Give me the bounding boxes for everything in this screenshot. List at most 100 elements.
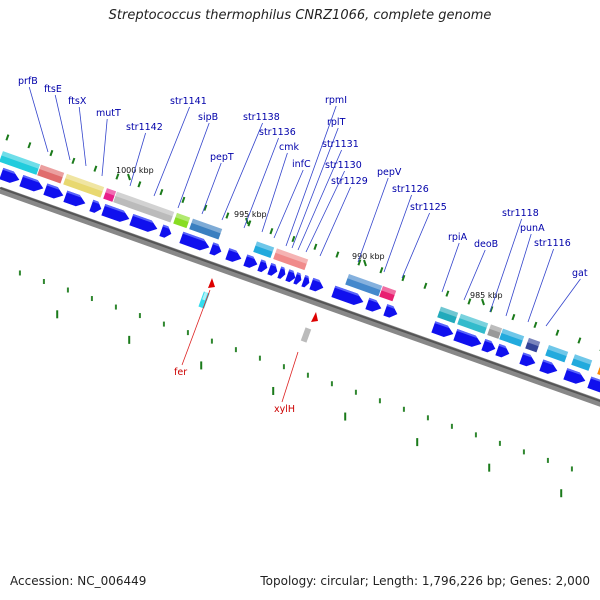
cds-arrow-17 <box>301 275 310 288</box>
gene-label-gat: gat <box>572 268 588 279</box>
color-box-14 <box>498 327 526 348</box>
leader-line <box>243 137 279 229</box>
cds-arrow-shine <box>66 190 82 198</box>
inner-major-tick <box>488 463 491 472</box>
cds-arrow-body <box>587 376 600 393</box>
scale-label: 985 kbp <box>470 291 503 300</box>
cds-arrow-29 <box>587 376 600 393</box>
inner-tick <box>282 364 285 370</box>
inner-tick <box>258 355 261 361</box>
outer-tick <box>313 243 318 250</box>
cds-arrow-shine <box>228 248 238 254</box>
cds-arrow-shine <box>288 269 295 274</box>
inner-tick <box>546 457 549 463</box>
color-box-8 <box>272 247 310 272</box>
outer-tick <box>27 142 32 149</box>
scale-tick <box>481 298 485 306</box>
cds-arrow-body <box>301 275 310 288</box>
gene-label-str1142: str1142 <box>126 122 163 133</box>
color-box-fill <box>112 190 176 224</box>
gene-label-mutT: mutT <box>96 108 121 119</box>
outer-tick <box>5 134 10 141</box>
color-box-shine <box>459 313 489 328</box>
cds-arrow-25 <box>495 343 510 358</box>
leader-line <box>291 127 339 249</box>
color-box-shine <box>439 306 459 318</box>
cds-arrow-body <box>225 248 242 262</box>
inner-tick <box>522 449 525 455</box>
inner-tick <box>354 389 357 395</box>
inner-leader-line <box>181 289 211 366</box>
color-box-9 <box>344 272 384 298</box>
outer-tick <box>533 321 538 329</box>
cds-arrow-body <box>63 190 86 207</box>
cds-arrow-0 <box>0 167 20 183</box>
cds-arrow-7 <box>159 224 172 238</box>
gene-label-str1126: str1126 <box>392 184 429 195</box>
cds-arrow-shine <box>368 297 378 303</box>
cds-arrow-shine <box>296 272 302 276</box>
cds-arrow-shine <box>212 242 220 247</box>
cds-arrow-3 <box>63 190 86 207</box>
scale-label: 990 kbp <box>352 252 385 261</box>
cds-arrow-26 <box>519 352 536 367</box>
scale-label: 995 kbp <box>234 210 267 219</box>
color-box-1 <box>36 163 66 185</box>
leader-line <box>101 118 108 177</box>
outer-tick <box>269 228 274 235</box>
accession-text: Accession: NC_006449 <box>10 574 147 588</box>
backbone <box>0 186 600 407</box>
topology-text: Topology: circular; Length: 1,796,226 bp… <box>260 574 590 588</box>
gene-label-rplT: rplT <box>327 117 346 128</box>
inner-tick <box>90 296 93 302</box>
cds-arrow-body <box>19 174 44 192</box>
backbone-line <box>0 186 600 407</box>
inner-label-xylH: xylH <box>274 404 295 415</box>
color-box-shine <box>39 164 65 178</box>
cds-arrow-shine <box>522 352 532 358</box>
cds-arrow-body <box>519 352 536 367</box>
cds-arrow-19 <box>331 285 364 305</box>
inner-tick <box>114 304 117 310</box>
cds-arrow-6 <box>129 213 158 232</box>
outer-tick <box>511 313 516 321</box>
inner-label-fer: fer <box>174 367 187 378</box>
color-box-shine <box>489 323 503 333</box>
inner-tick <box>162 321 165 327</box>
gene-label-ftsX: ftsX <box>68 96 87 107</box>
color-box-5 <box>172 211 192 230</box>
cds-arrow-23 <box>453 329 482 347</box>
outer-tick <box>181 196 186 204</box>
inner-tick <box>234 347 237 353</box>
gene-label-str1141: str1141 <box>170 96 207 107</box>
leader-line <box>28 86 49 153</box>
inner-tick <box>498 440 501 446</box>
leader-line <box>261 152 288 233</box>
color-box-shine <box>573 353 593 365</box>
inner-major-tick <box>272 386 275 395</box>
fer-feature-shine <box>202 291 208 301</box>
leader-line <box>201 162 222 215</box>
color-box-shine <box>381 285 397 296</box>
color-box-11 <box>436 305 460 325</box>
cds-arrow-body <box>101 204 130 222</box>
outer-tick <box>379 267 384 274</box>
cds-arrow-16 <box>293 272 302 285</box>
leader-line <box>441 242 460 293</box>
cds-arrow-11 <box>243 254 258 268</box>
scale-tick <box>127 173 131 181</box>
color-box-fill <box>524 336 542 354</box>
outer-tick <box>247 220 252 227</box>
color-box-shine <box>527 337 541 347</box>
outer-tick <box>93 165 98 172</box>
inner-tick <box>450 423 453 429</box>
outer-tick <box>137 181 142 188</box>
leader-line <box>78 106 87 167</box>
color-box-6 <box>188 217 224 241</box>
gene-labels: prfB ftsE ftsX mutT str1142 str1141 sipB pepT st… <box>18 76 588 415</box>
cds-arrow-body <box>0 167 20 183</box>
cds-arrow-shine <box>22 174 40 183</box>
cds-arrow-body <box>129 213 158 232</box>
leader-line <box>383 194 412 273</box>
leader-line <box>153 106 190 197</box>
